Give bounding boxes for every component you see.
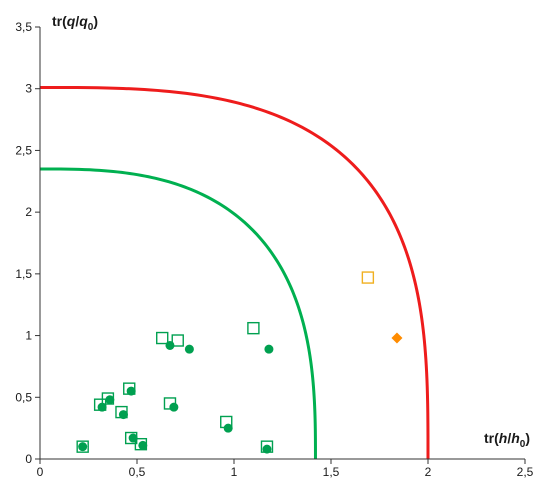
x-tick-label: 1 bbox=[231, 465, 238, 479]
data-point-circle bbox=[184, 344, 194, 354]
x-tick-label: 2,5 bbox=[517, 465, 534, 479]
data-point-circle bbox=[169, 402, 179, 412]
y-tick-label: 2 bbox=[25, 205, 32, 219]
curves-layer bbox=[39, 85, 430, 460]
y-tick-label: 0 bbox=[25, 452, 32, 466]
x-axis-title-num: h bbox=[499, 430, 508, 446]
data-point-square bbox=[76, 440, 89, 453]
data-point-circle bbox=[264, 344, 274, 354]
points-layer bbox=[76, 271, 403, 454]
data-point-square bbox=[171, 334, 184, 347]
y-axis-title-suffix: ) bbox=[93, 13, 98, 29]
red-boundary-curve bbox=[39, 85, 430, 460]
x-axis-title-prefix: tr( bbox=[484, 430, 499, 446]
x-tick-label: 0 bbox=[37, 465, 44, 479]
y-tick-label: 2,5 bbox=[15, 143, 32, 157]
data-point-diamond bbox=[391, 332, 403, 344]
data-point-circle bbox=[128, 433, 138, 443]
axes-layer bbox=[39, 27, 525, 460]
x-axis-title-den-sub: 0 bbox=[520, 439, 526, 450]
x-tick-label: 1,5 bbox=[323, 465, 340, 479]
data-point-circle bbox=[78, 442, 88, 452]
y-axis-title-num: q bbox=[67, 13, 76, 29]
data-point-circle bbox=[138, 440, 148, 450]
y-axis-title-prefix: tr( bbox=[52, 13, 67, 29]
data-point-circle bbox=[118, 410, 128, 420]
y-tick-label: 3,5 bbox=[15, 20, 32, 34]
x-axis-title: tr(h/h0) bbox=[484, 430, 530, 450]
data-point-circle bbox=[105, 395, 115, 405]
data-point-circle bbox=[262, 444, 272, 454]
y-tick-label: 0,5 bbox=[15, 390, 32, 404]
data-point-square bbox=[247, 321, 260, 335]
x-axis-title-den: h bbox=[511, 430, 520, 446]
y-axis-title-den: q bbox=[79, 13, 88, 29]
green-boundary-curve bbox=[39, 167, 317, 460]
x-tick-label: 0,5 bbox=[129, 465, 146, 479]
data-point-circle bbox=[165, 340, 175, 350]
data-point-circle bbox=[126, 386, 136, 396]
y-tick-label: 1 bbox=[25, 329, 32, 343]
y-tick-label: 1,5 bbox=[15, 267, 32, 281]
y-axis-title-slash: / bbox=[75, 13, 79, 29]
x-axis-title-slash: / bbox=[507, 430, 511, 446]
y-tick-label: 3 bbox=[25, 82, 32, 96]
y-axis-title: tr(q/q0) bbox=[52, 13, 98, 33]
data-point-square bbox=[156, 331, 169, 345]
data-point-circle bbox=[97, 402, 107, 412]
x-axis-title-suffix: ) bbox=[525, 430, 530, 446]
data-point-circle bbox=[223, 423, 233, 433]
y-axis-title-den-sub: 0 bbox=[88, 22, 94, 33]
data-point-square bbox=[361, 271, 375, 284]
x-tick-label: 2 bbox=[425, 465, 432, 479]
ticks-layer: 0 0,5 1 1,5 2 2,5 3 3,5 0 0,5 1 1,5 2 2,5 bbox=[15, 20, 533, 479]
